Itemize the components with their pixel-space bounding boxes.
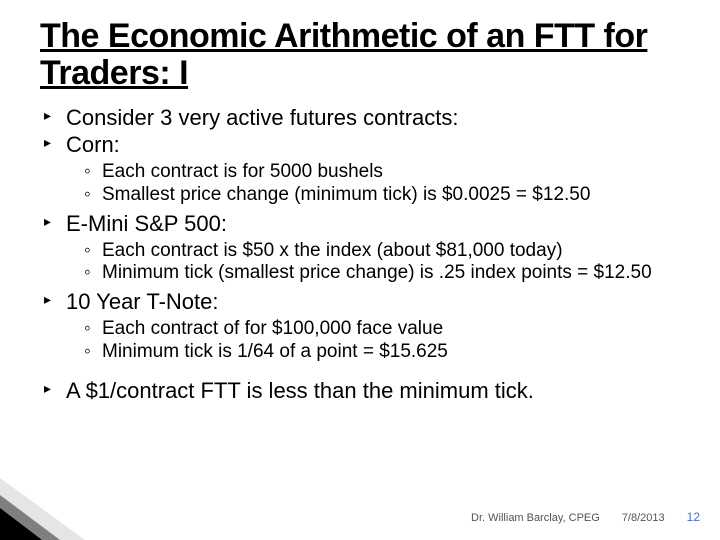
- bullet-item: Corn: Each contract is for 5000 bushels …: [44, 132, 680, 206]
- sub-text: Each contract is $50 x the index (about …: [102, 240, 563, 261]
- bullet-text: E-Mini S&P 500:: [66, 211, 227, 236]
- bullet-item: 10 Year T-Note: Each contract of for $10…: [44, 289, 680, 363]
- footer-author: Dr. William Barclay, CPEG: [471, 512, 600, 524]
- sub-item: Minimum tick is 1/64 of a point = $15.62…: [84, 341, 680, 364]
- sub-text: Minimum tick (smallest price change) is …: [102, 262, 652, 283]
- sub-list: Each contract is for 5000 bushels Smalle…: [66, 161, 680, 207]
- sub-item: Smallest price change (minimum tick) is …: [84, 184, 680, 207]
- bullet-text: Consider 3 very active futures contracts…: [66, 105, 459, 130]
- corner-decoration: [0, 508, 42, 540]
- bullet-list: Consider 3 very active futures contracts…: [40, 105, 680, 363]
- spacer: [40, 368, 680, 378]
- sub-list: Each contract is $50 x the index (about …: [66, 240, 680, 286]
- sub-text: Smallest price change (minimum tick) is …: [102, 184, 590, 205]
- bullet-text: A $1/contract FTT is less than the minim…: [66, 378, 534, 403]
- sub-text: Minimum tick is 1/64 of a point = $15.62…: [102, 341, 448, 362]
- sub-item: Each contract is for 5000 bushels: [84, 161, 680, 184]
- sub-text: Each contract is for 5000 bushels: [102, 161, 383, 182]
- bullet-item: Consider 3 very active futures contracts…: [44, 105, 680, 132]
- sub-list: Each contract of for $100,000 face value…: [66, 318, 680, 364]
- sub-item: Each contract of for $100,000 face value: [84, 318, 680, 341]
- page-number: 12: [687, 510, 700, 524]
- bullet-list: A $1/contract FTT is less than the minim…: [40, 378, 680, 405]
- bullet-item: A $1/contract FTT is less than the minim…: [44, 378, 680, 405]
- slide: The Economic Arithmetic of an FTT for Tr…: [0, 0, 720, 540]
- slide-title: The Economic Arithmetic of an FTT for Tr…: [40, 18, 680, 91]
- footer: Dr. William Barclay, CPEG 7/8/2013 12: [0, 510, 700, 524]
- sub-text: Each contract of for $100,000 face value: [102, 318, 443, 339]
- bullet-text: 10 Year T-Note:: [66, 289, 219, 314]
- bullet-item: E-Mini S&P 500: Each contract is $50 x t…: [44, 211, 680, 285]
- bullet-text: Corn:: [66, 132, 120, 157]
- sub-item: Each contract is $50 x the index (about …: [84, 240, 680, 263]
- sub-item: Minimum tick (smallest price change) is …: [84, 262, 680, 285]
- footer-date: 7/8/2013: [622, 512, 665, 524]
